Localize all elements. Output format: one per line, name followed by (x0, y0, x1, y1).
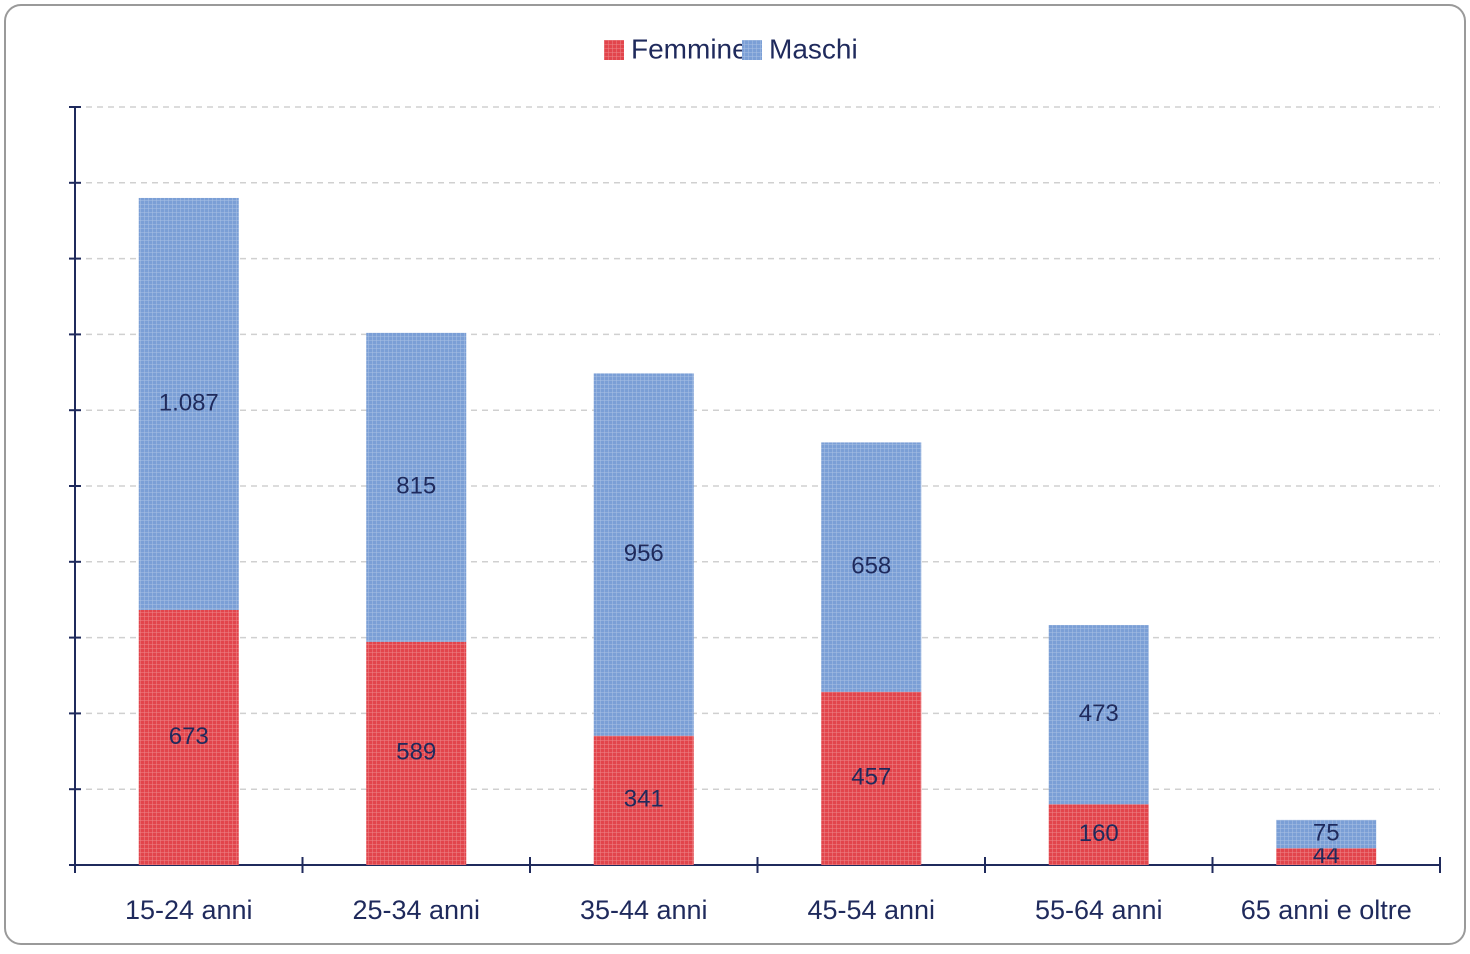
data-label: 75 (1313, 819, 1340, 846)
bar-segment (1276, 819, 1377, 849)
bar-segment (593, 735, 694, 865)
bar-segment (821, 442, 922, 692)
data-label: 658 (851, 552, 891, 579)
data-label: 160 (1079, 820, 1119, 847)
legend-swatch (742, 40, 762, 60)
legend-label: Femmine (631, 33, 748, 64)
bar-segment (366, 332, 467, 642)
x-tick-label: 65 anni e oltre (1241, 895, 1412, 925)
bar-segment (138, 197, 239, 610)
bar-segment (1276, 848, 1377, 865)
data-label: 341 (624, 786, 664, 813)
bar-segment (1048, 625, 1149, 805)
data-label: 956 (624, 540, 664, 567)
legend-swatch (604, 40, 624, 60)
bar-segment (1048, 804, 1149, 865)
data-label: 673 (169, 723, 209, 750)
bar-segment (593, 373, 694, 736)
bar-segment (821, 691, 922, 865)
x-tick-label: 15-24 anni (125, 895, 253, 925)
x-tick-label: 35-44 anni (580, 895, 708, 925)
data-label: 1.087 (159, 389, 219, 416)
x-tick-label: 25-34 anni (352, 895, 480, 925)
bar-segment (366, 641, 467, 865)
data-label: 457 (851, 764, 891, 791)
x-tick-label: 45-54 anni (807, 895, 935, 925)
x-tick-label: 55-64 anni (1035, 895, 1163, 925)
data-label: 473 (1079, 700, 1119, 727)
data-label: 815 (396, 473, 436, 500)
legend-label: Maschi (769, 33, 858, 64)
data-label: 589 (396, 739, 436, 766)
bar-segment (138, 609, 239, 865)
